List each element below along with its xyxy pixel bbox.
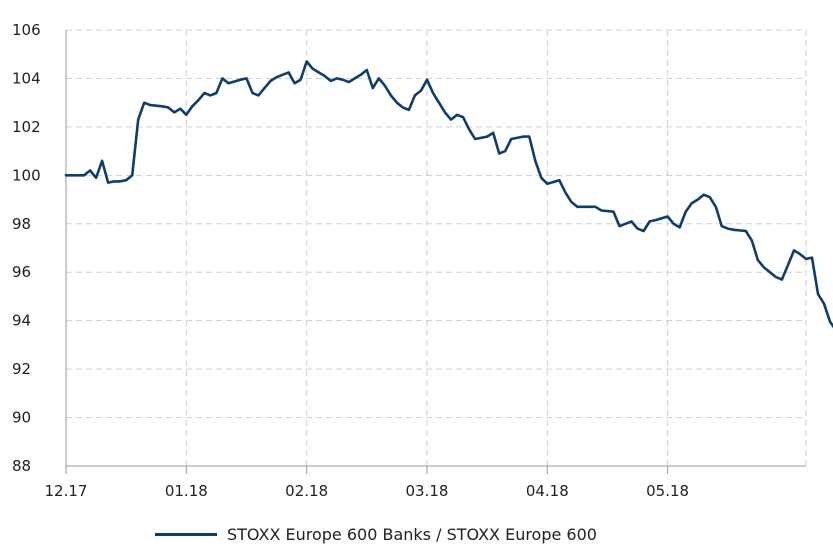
y-tick-label: 92 — [12, 360, 31, 378]
legend-swatch — [155, 532, 217, 536]
line-chart: 88 90 92 94 96 98 100 102 104 106 12.17 01.18 02.18… — [12, 21, 833, 500]
x-tick-label: 04.18 — [526, 482, 569, 500]
y-tick-label: 104 — [12, 69, 41, 87]
grid — [66, 29, 807, 466]
y-tick-label: 102 — [12, 118, 41, 136]
x-tick-label: 01.18 — [165, 482, 208, 500]
series-group — [64, 60, 833, 329]
legend-label: STOXX Europe 600 Banks / STOXX Europe 60… — [227, 524, 597, 544]
y-tick-label: 96 — [12, 263, 31, 281]
y-axis-ticks: 88 90 92 94 96 98 100 102 104 106 — [12, 21, 41, 475]
legend[interactable]: STOXX Europe 600 Banks / STOXX Europe 60… — [155, 522, 597, 546]
y-tick-label: 88 — [12, 457, 31, 475]
y-tick-label: 98 — [12, 215, 31, 233]
x-tick-label: 12.17 — [45, 482, 88, 500]
series-line — [64, 60, 833, 329]
axes — [65, 30, 806, 474]
x-tick-label: 05.18 — [646, 482, 689, 500]
x-tick-label: 03.18 — [405, 482, 448, 500]
x-axis-ticks: 12.17 01.18 02.18 03.18 04.18 05.18 — [45, 482, 690, 500]
y-tick-label: 106 — [12, 21, 41, 39]
y-tick-label: 100 — [12, 166, 41, 184]
y-tick-label: 94 — [12, 312, 31, 330]
x-tick-label: 02.18 — [285, 482, 328, 500]
y-tick-label: 90 — [12, 409, 31, 427]
